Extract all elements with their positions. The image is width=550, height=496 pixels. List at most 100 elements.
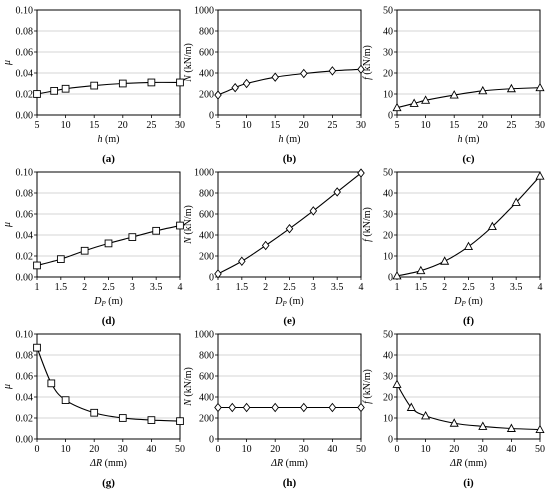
data-point (300, 402, 308, 413)
y-tick-label: 0.04 (16, 393, 34, 404)
x-axis-unit: (m) (103, 134, 120, 145)
data-point (61, 396, 70, 405)
y-axis-label: N (kN/m) (183, 205, 194, 245)
panel-caption: (h) (283, 477, 297, 489)
y-tick-label: 30 (383, 48, 393, 59)
x-tick-label: 2.5 (102, 282, 115, 293)
x-tick-label: 10 (61, 444, 71, 455)
data-point (328, 402, 337, 413)
data-point (300, 68, 308, 79)
data-point (357, 64, 365, 75)
x-tick-label: 50 (535, 444, 545, 455)
y-tick-label: 0.02 (16, 414, 34, 425)
data-point (50, 86, 59, 95)
x-tick-label: 30 (535, 120, 545, 131)
x-tick-label: 2.5 (283, 282, 296, 293)
x-tick-label: 15 (89, 120, 99, 131)
y-tick-label: 600 (199, 372, 214, 383)
chart-panel-a: 0.00 0.02 0.04 0.06 0.08 0.10 5 10 15 20 25 30 h (m)… (2, 6, 185, 166)
x-tick-label: 25 (506, 120, 516, 131)
x-axis-var: ΔR (449, 458, 462, 469)
y-tick-label: 0.08 (16, 351, 34, 362)
y-tick-label: 30 (383, 372, 393, 383)
data-point (176, 417, 184, 426)
y-tick-label: 20 (383, 231, 393, 242)
x-axis-var: h (98, 134, 103, 145)
y-tick-label: 40 (383, 27, 393, 38)
x-tick-label: 25 (327, 120, 337, 131)
data-point (416, 265, 426, 275)
x-tick-label: 1.5 (415, 282, 428, 293)
x-tick-label: 10 (421, 120, 431, 131)
y-tick-label: 20 (383, 393, 393, 404)
y-tick-label: 1000 (194, 330, 214, 341)
y-tick-label: 0.06 (16, 48, 34, 59)
panel-caption: (a) (102, 153, 115, 165)
x-tick-label: 5 (35, 120, 40, 131)
data-point (409, 98, 419, 107)
y-tick-label: 0.10 (16, 330, 34, 341)
data-point (61, 84, 70, 93)
x-tick-label: 40 (506, 444, 516, 455)
y-tick-label: 50 (383, 168, 393, 179)
plot-frame (36, 333, 181, 440)
y-tick-label: 10 (383, 90, 393, 101)
plot-frame (36, 9, 181, 116)
y-tick-label: 0.04 (16, 69, 34, 80)
x-axis-label: ΔR (mm) (449, 458, 487, 469)
panel-caption: (f) (463, 315, 474, 327)
panel-caption: (c) (462, 153, 475, 165)
data-point (535, 171, 545, 180)
data-point (535, 82, 545, 92)
x-tick-label: 20 (478, 120, 488, 131)
x-axis-unit: (m) (106, 296, 123, 307)
x-axis-subscript: P (461, 300, 467, 308)
x-axis-var: D (274, 296, 283, 307)
y-tick-label: 800 (199, 27, 214, 38)
y-tick-label: 600 (199, 48, 214, 59)
data-point (478, 85, 488, 95)
data-point (104, 239, 113, 248)
y-axis-unit: (kN/m) (183, 43, 194, 75)
data-point (176, 221, 184, 230)
y-tick-label: 200 (199, 414, 214, 425)
x-tick-label: 15 (270, 120, 280, 131)
y-tick-label: 0.08 (16, 189, 34, 200)
y-axis-var: N (183, 236, 194, 245)
y-axis-var: f (362, 238, 373, 242)
x-axis-var: h (458, 134, 463, 145)
x-tick-label: 30 (118, 444, 128, 455)
series-line (217, 172, 362, 275)
y-axis-var: N (183, 74, 194, 83)
x-tick-label: 30 (356, 120, 366, 131)
x-tick-label: 10 (242, 444, 252, 455)
y-tick-label: 0 (209, 435, 214, 446)
y-tick-label: 200 (199, 90, 214, 101)
x-axis-var: h (279, 134, 284, 145)
data-point (80, 246, 89, 255)
y-tick-label: 0.04 (16, 231, 34, 242)
y-tick-label: 0.08 (16, 27, 34, 38)
x-tick-label: 10 (61, 120, 71, 131)
data-point (238, 256, 246, 266)
plot-frame (396, 171, 541, 278)
data-point (56, 255, 65, 264)
x-tick-label: 30 (299, 444, 309, 455)
y-axis-unit: (kN/m) (183, 367, 194, 399)
y-tick-label: 0 (209, 273, 214, 284)
x-tick-label: 1.5 (236, 282, 249, 293)
panel-caption: (e) (283, 315, 296, 327)
x-tick-label: 40 (146, 444, 156, 455)
chart-panel-d: 0.00 0.02 0.04 0.06 0.08 0.10 1 1.5 2 2.5 3 3.5 4 DP … (2, 168, 184, 327)
x-tick-label: 3 (130, 282, 135, 293)
x-axis-label: ΔR (mm) (270, 458, 308, 469)
x-tick-label: 3.5 (150, 282, 163, 293)
x-tick-label: 20 (118, 120, 128, 131)
y-tick-label: 50 (383, 6, 393, 17)
x-axis-unit: (m) (466, 296, 483, 307)
data-point (406, 402, 416, 411)
x-axis-unit: (mm) (102, 458, 127, 469)
y-tick-label: 30 (383, 210, 393, 221)
plot-frame (396, 333, 541, 440)
data-point (118, 79, 127, 88)
